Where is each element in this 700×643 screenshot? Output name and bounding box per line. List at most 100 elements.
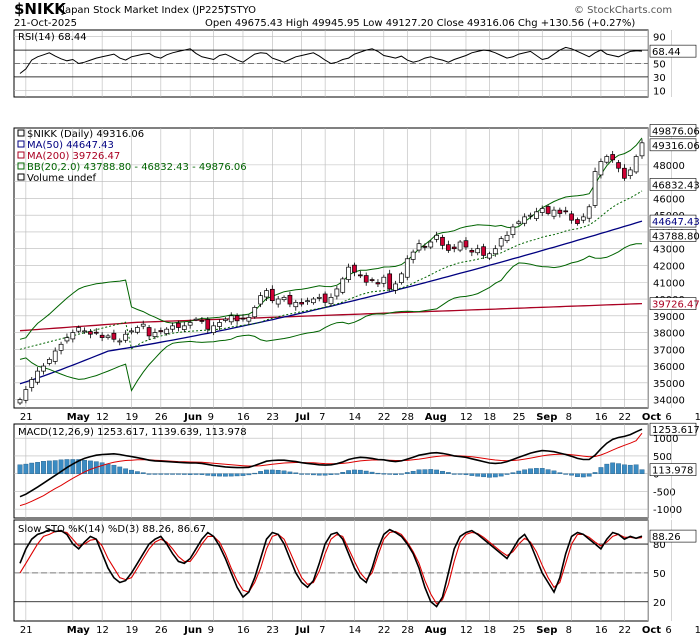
bb-lower-line (19, 243, 642, 392)
macd-histogram-bar (140, 472, 146, 474)
macd-histogram-bar (269, 469, 275, 474)
price-x-label: Jun (183, 412, 202, 423)
rsi-line (19, 46, 643, 74)
candle-body (463, 240, 469, 248)
macd-histogram-bar (222, 473, 228, 477)
macd-histogram-bar (252, 472, 258, 475)
candle-body (223, 318, 228, 321)
candle-body (187, 322, 193, 326)
price-legend-item: BB(20,2.0) 43788.80 - 46832.43 - 49876.0… (27, 162, 247, 173)
macd-histogram-bar (592, 472, 598, 474)
macd-histogram-bar (610, 462, 616, 474)
rsi-legend: RSI(14) 68.44 (18, 32, 87, 43)
macd-legend: MACD(12,26,9) 1253.617, 1139.639, 113.97… (18, 427, 247, 438)
candle-body (76, 327, 82, 332)
candle-body (164, 328, 170, 334)
candle-body (434, 234, 439, 240)
price-ma50-label: 44647.43 (652, 217, 700, 228)
sto-x-label: 18 (483, 625, 496, 636)
macd-histogram-bar (557, 472, 563, 474)
candle-body (487, 253, 492, 259)
sto-d-line (19, 530, 643, 605)
macd-histogram-bar (334, 473, 340, 475)
price-x-label: 22 (618, 412, 631, 423)
macd-histogram-bar (234, 473, 240, 477)
candle-body (287, 294, 293, 305)
legend-swatch (17, 140, 25, 148)
candle-body (369, 279, 375, 281)
macd-histogram-bar (393, 473, 398, 475)
candle-body (293, 302, 299, 308)
candle-body (633, 156, 639, 173)
legend-swatch (17, 162, 25, 170)
candle-body (363, 275, 369, 283)
candle-body (557, 209, 563, 214)
macd-histogram-bar (70, 459, 76, 474)
candle-body (252, 307, 258, 318)
macd-histogram-bar (357, 469, 363, 474)
candle-body (381, 276, 387, 284)
candle-body (123, 333, 128, 341)
candle-body (340, 278, 346, 293)
rsi-last-badge (649, 44, 697, 58)
price-x-label: 18 (483, 412, 496, 423)
macd-histogram-bar (604, 463, 610, 474)
sto-tick-label: 20 (653, 598, 666, 609)
macd-histogram-bar (152, 473, 158, 475)
price-tick-label: 36000 (653, 362, 685, 373)
macd-histogram-bar (99, 462, 105, 474)
macd-histogram-bar (293, 472, 299, 474)
candle-body (328, 296, 334, 305)
candle-body (193, 318, 199, 321)
candle-body (569, 213, 574, 221)
candle-body (152, 332, 158, 337)
macd-histogram-bar (240, 473, 246, 476)
sto-x-label: Oct (642, 625, 661, 636)
macd-histogram-bar (158, 473, 164, 475)
candle-body (111, 332, 117, 340)
price-x-label: Sep (536, 412, 557, 423)
macd-histogram-bar (310, 473, 316, 476)
candle-body (446, 244, 451, 251)
price-x-label: 23 (266, 412, 279, 423)
candle-body (627, 169, 633, 176)
candle-body (551, 209, 557, 217)
macd-histogram-bar (340, 472, 346, 474)
candle-body (545, 206, 551, 214)
macd-histogram-bar (275, 470, 281, 474)
macd-histogram-bar (569, 473, 574, 476)
candle-body (140, 323, 146, 327)
candle-body (492, 248, 498, 255)
candle-body (422, 246, 428, 248)
sto-x-label: Sep (536, 625, 557, 636)
candle-body (481, 246, 486, 256)
candle-body (404, 258, 410, 278)
macd-histogram-bar (481, 473, 486, 478)
candle-body (592, 171, 598, 206)
price-x-label: 14 (695, 412, 700, 423)
candle-body (211, 325, 216, 333)
macd-histogram-bar (422, 469, 428, 474)
macd-histogram-bar (533, 468, 539, 474)
macd-histogram-bar (281, 470, 287, 474)
macd-histogram-bar (76, 459, 82, 474)
price-x-label: Aug (425, 412, 447, 423)
candle-body (217, 322, 222, 327)
macd-histogram-bar (211, 473, 217, 477)
macd-histogram-bar (23, 463, 29, 474)
candle-body (440, 236, 445, 246)
candle-body (129, 330, 134, 333)
sto-x-label: 12 (460, 625, 473, 636)
price-x-label: Oct (642, 412, 661, 423)
sto-x-label: Aug (425, 625, 447, 636)
macd-histogram-bar (205, 473, 211, 476)
candle-body (281, 296, 287, 301)
price-x-label: 19 (125, 412, 138, 423)
price-last-badge (649, 138, 697, 152)
price-tick-label: 41000 (653, 278, 685, 289)
rsi-last-label: 68.44 (652, 47, 681, 58)
sto-x-label: 16 (237, 625, 250, 636)
macd-histogram-bar (451, 473, 457, 475)
macd-histogram-bar (170, 473, 175, 475)
